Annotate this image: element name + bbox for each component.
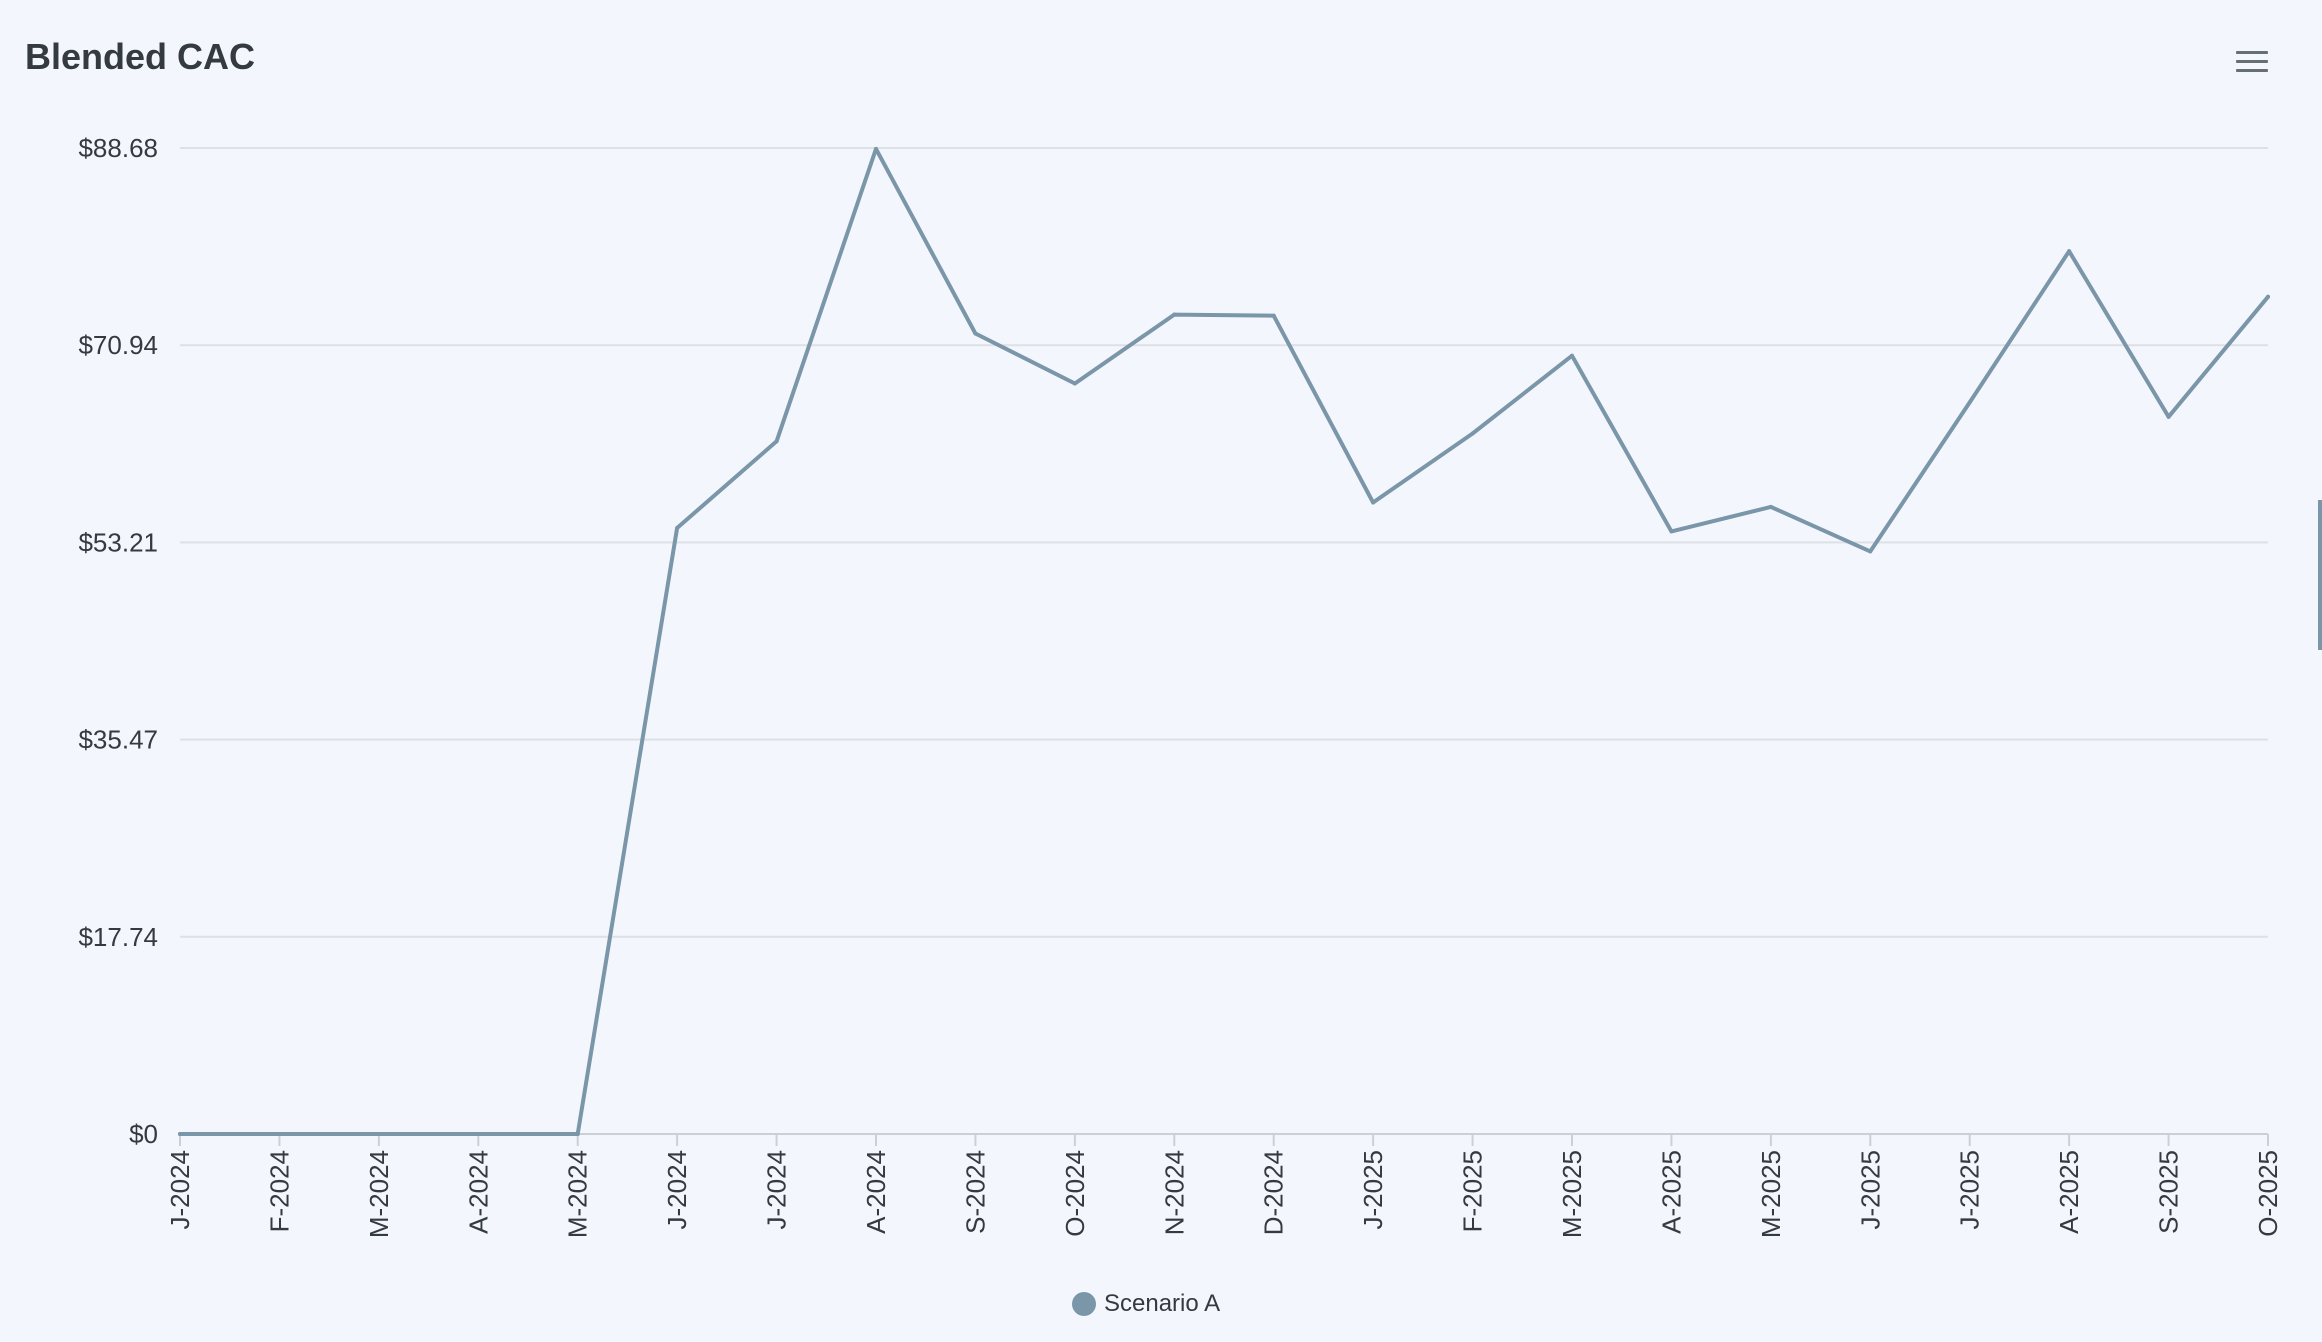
data-point xyxy=(376,1132,381,1136)
x-tick-label: J-2024 xyxy=(662,1150,692,1230)
data-point xyxy=(774,439,779,444)
data-point xyxy=(1967,400,1972,405)
y-tick-label: $88.68 xyxy=(78,133,158,163)
x-tick-label: A-2025 xyxy=(2054,1150,2084,1234)
data-point xyxy=(178,1132,182,1136)
x-tick-label: J-2025 xyxy=(1358,1150,1388,1230)
x-tick-label: J-2025 xyxy=(1955,1150,1985,1230)
x-tick-label: J-2024 xyxy=(165,1150,195,1230)
chart-title: Blended CAC xyxy=(25,36,256,77)
legend-item-scenario-a[interactable]: Scenario A xyxy=(1072,1290,1220,1318)
x-tick-label: F-2025 xyxy=(1458,1150,1488,1232)
data-point xyxy=(2067,249,2072,254)
x-tick-label: M-2025 xyxy=(1756,1150,1786,1238)
x-tick-label: S-2025 xyxy=(2154,1150,2184,1234)
x-tick-label: A-2024 xyxy=(861,1150,891,1234)
x-tick-label: O-2024 xyxy=(1060,1150,1090,1237)
y-tick-label: $17.74 xyxy=(78,922,158,952)
series-line xyxy=(178,146,2270,1136)
data-point xyxy=(1172,312,1177,317)
data-point xyxy=(2266,294,2270,299)
legend-marker xyxy=(1072,1292,1096,1316)
x-tick-label: A-2025 xyxy=(1656,1150,1686,1234)
data-point xyxy=(973,331,978,336)
x-tick-label: S-2024 xyxy=(960,1150,990,1234)
x-tick-label: F-2024 xyxy=(264,1150,294,1232)
x-tick-label: J-2024 xyxy=(762,1150,792,1230)
y-tick-label: $53.21 xyxy=(78,527,158,557)
data-point xyxy=(2166,414,2171,419)
data-point xyxy=(1868,549,1873,554)
hamburger-menu-icon[interactable] xyxy=(2230,44,2274,80)
x-tick-label: D-2024 xyxy=(1259,1150,1289,1235)
y-tick-label: $35.47 xyxy=(78,725,158,755)
data-point xyxy=(575,1132,580,1136)
data-point xyxy=(476,1132,481,1136)
data-point xyxy=(1768,504,1773,509)
legend-label: Scenario A xyxy=(1104,1290,1221,1317)
data-point xyxy=(1072,381,1077,386)
data-point xyxy=(1271,313,1276,318)
y-tick-label: $70.94 xyxy=(78,330,158,360)
data-point xyxy=(1570,353,1574,358)
x-tick-label: J-2025 xyxy=(1855,1150,1885,1230)
x-tick-label: N-2024 xyxy=(1159,1150,1189,1235)
x-tick-label: M-2024 xyxy=(563,1150,593,1238)
x-tick-label: M-2025 xyxy=(1557,1150,1587,1238)
data-point xyxy=(874,146,878,151)
data-point xyxy=(675,526,680,531)
y-tick-label: $0 xyxy=(129,1119,158,1149)
side-panel-tab[interactable] xyxy=(2318,500,2322,650)
data-point xyxy=(277,1132,282,1136)
data-point xyxy=(1470,431,1475,436)
data-point xyxy=(1371,500,1376,505)
x-tick-label: O-2025 xyxy=(2253,1150,2283,1237)
x-tick-label: A-2024 xyxy=(463,1150,493,1234)
x-tick-label: M-2024 xyxy=(364,1150,394,1238)
data-point xyxy=(1669,529,1674,534)
